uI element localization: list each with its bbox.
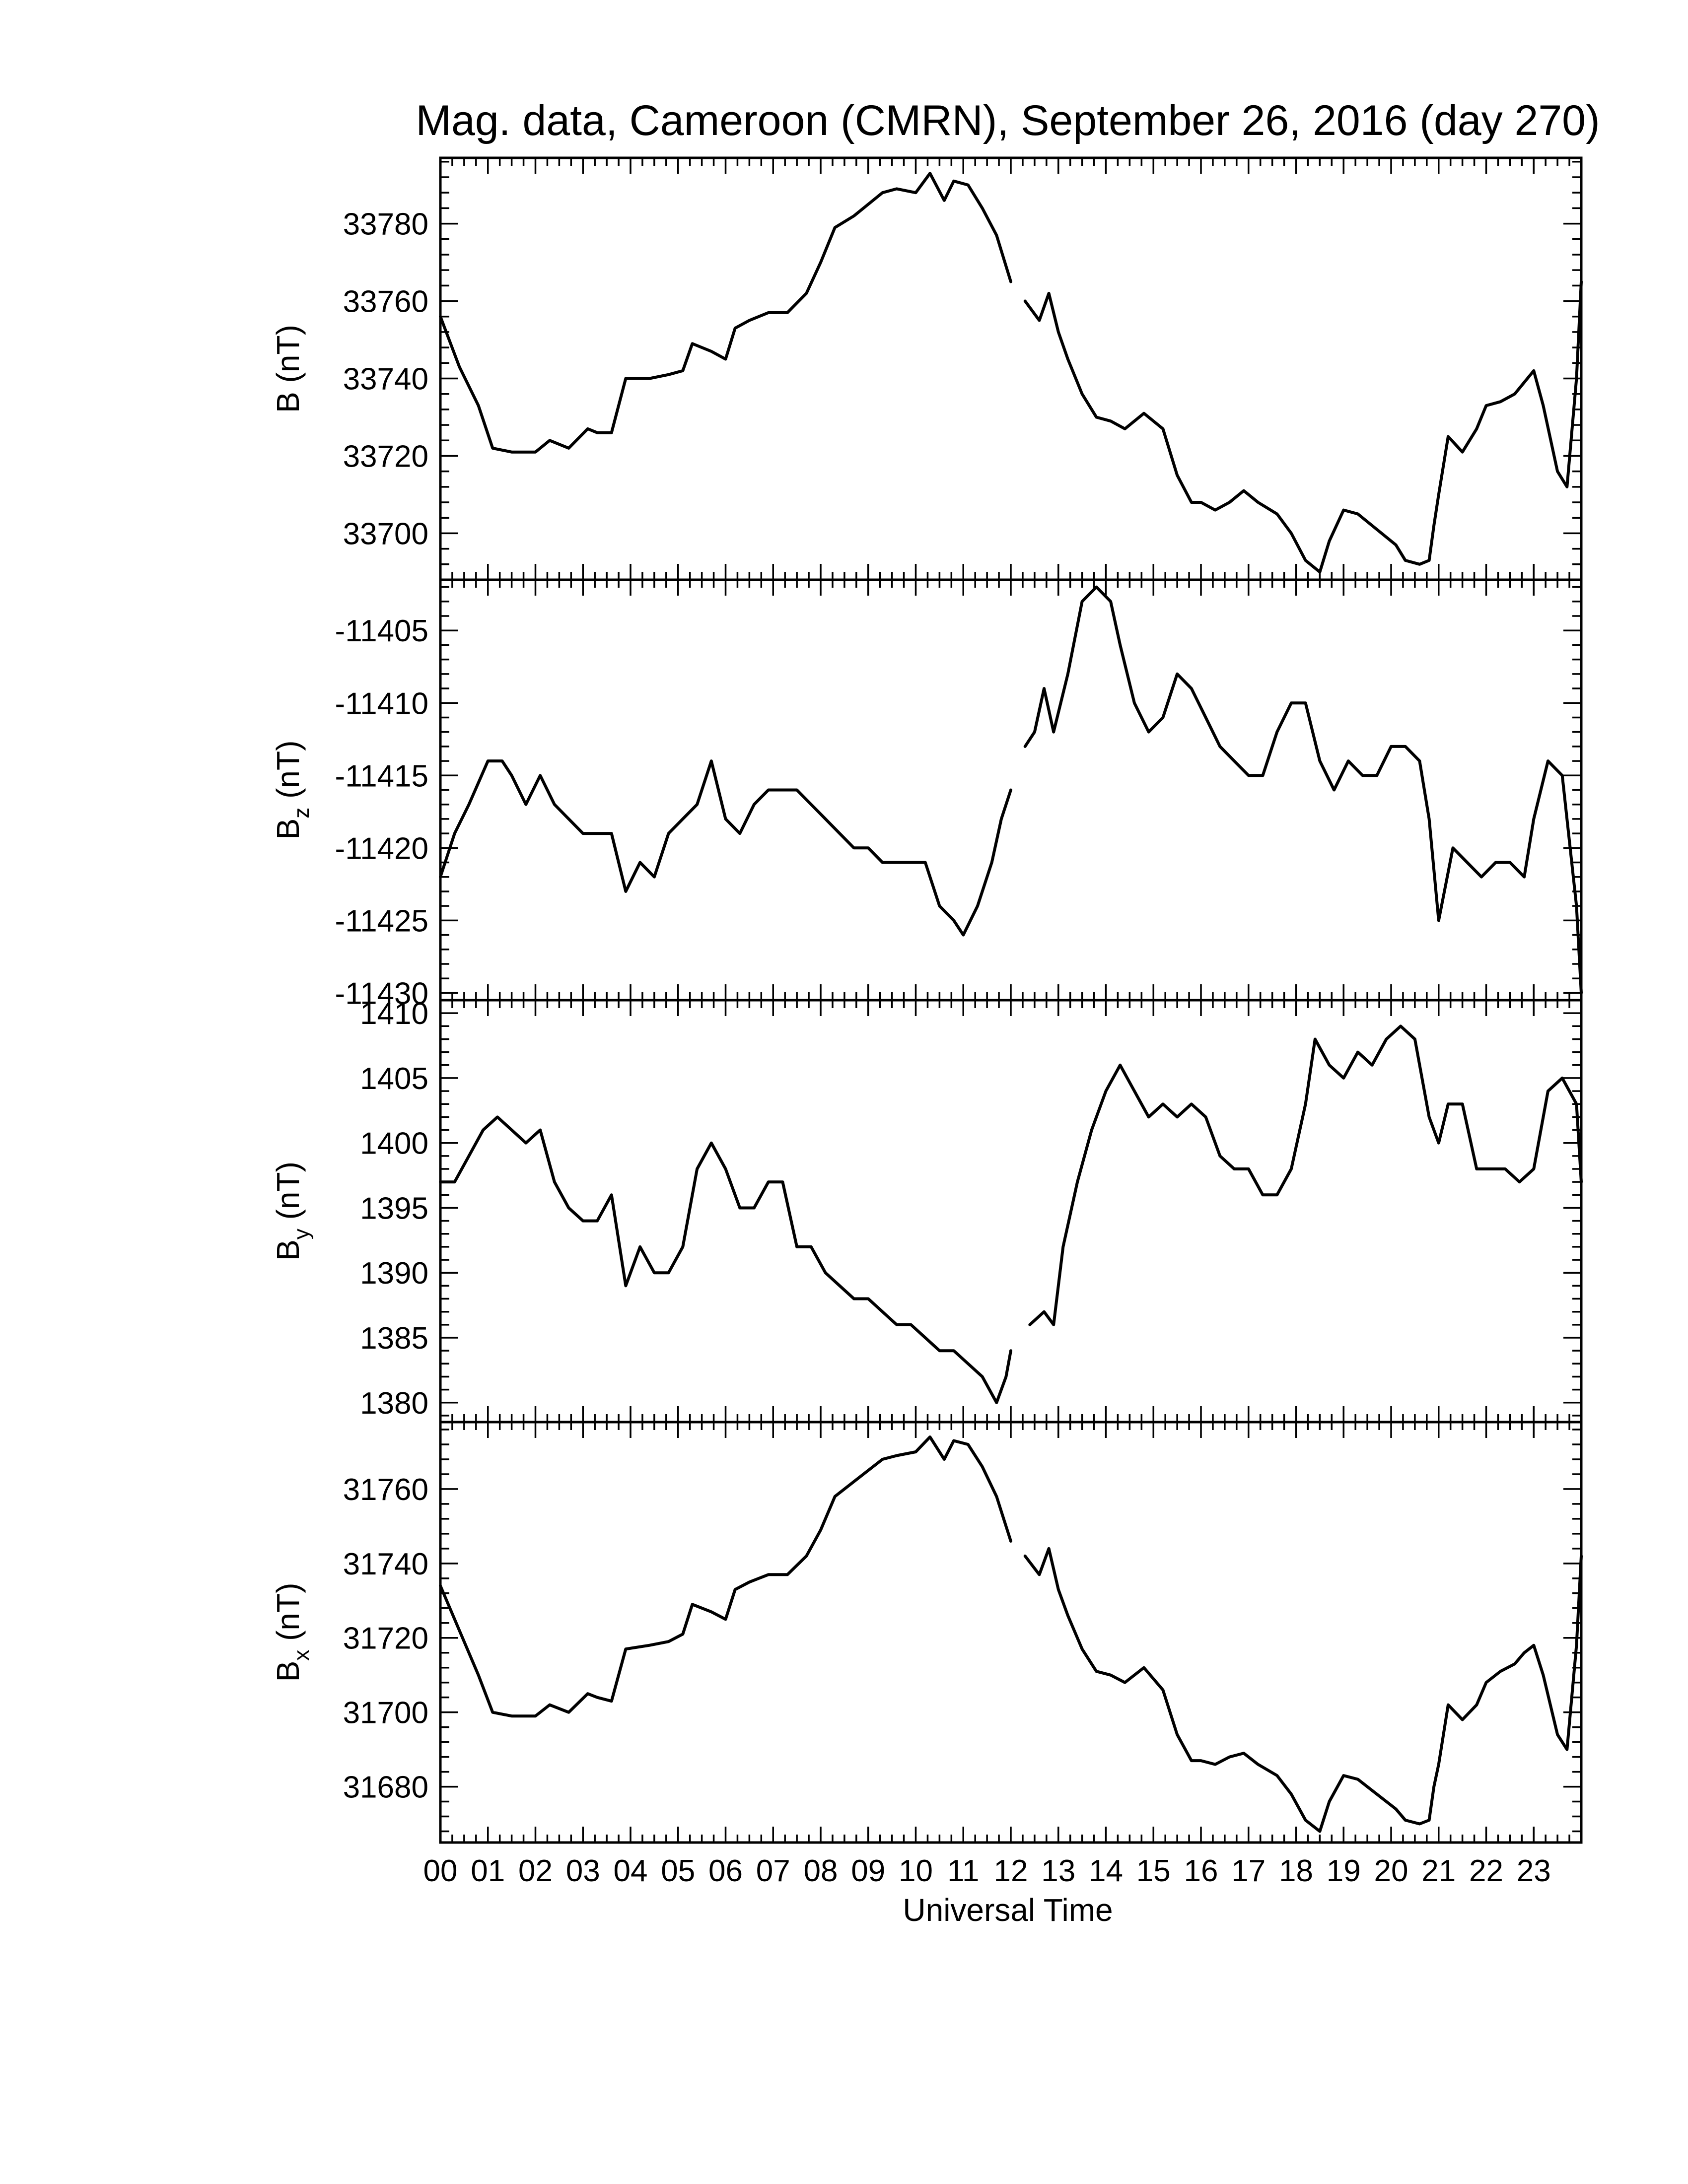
y-axis-title-unit: (nT) [270, 741, 306, 808]
series-Bz-segment-2 [1023, 585, 1583, 995]
y-tick-label: -11415 [335, 759, 428, 793]
y-tick-label: 33760 [343, 285, 428, 319]
y-tick-label: 31740 [343, 1547, 428, 1581]
series-Bz-segment-1 [439, 759, 1012, 937]
x-tick-label: 13 [1041, 1854, 1075, 1888]
x-axis-title: Universal Time [903, 1892, 1113, 1928]
x-tick-label: 20 [1374, 1854, 1408, 1888]
series-By-segment-1 [439, 1115, 1012, 1404]
y-axis-title-unit: (nT) [270, 1583, 306, 1650]
panel-Bx: 31680 31700 31720 31740 31760 Bx (nT) [270, 1421, 1583, 1844]
y-axis-title-sub: y [289, 1228, 314, 1239]
y-tick-label: -11410 [335, 686, 428, 721]
x-tick-label: 03 [566, 1854, 600, 1888]
x-tick-label: 01 [471, 1854, 505, 1888]
x-tick-label: 19 [1327, 1854, 1361, 1888]
x-tick-label: 00 [423, 1854, 458, 1888]
x-tick-label: 11 [947, 1854, 979, 1888]
y-axis-title: Bx (nT) [270, 1583, 314, 1682]
y-tick-label: -11420 [335, 831, 428, 866]
y-axis-title-main: B [270, 1661, 306, 1682]
panel-B: 33700 33720 33740 33760 33780 B (nT) [270, 156, 1583, 581]
y-tick-label: 31720 [343, 1622, 428, 1656]
y-axis-title-main: B [270, 392, 306, 413]
x-tick-label: 21 [1421, 1854, 1456, 1888]
x-tick-label: 04 [614, 1854, 648, 1888]
x-tick-label: 10 [899, 1854, 933, 1888]
y-tick-label: 1395 [360, 1191, 428, 1226]
y-tick-label: 33740 [343, 362, 428, 396]
y-axis-title-main: B [270, 1239, 306, 1261]
x-tick-label: 02 [518, 1854, 553, 1888]
series-By-segment-2 [1028, 1024, 1583, 1326]
y-axis-title-sub: z [289, 808, 314, 819]
y-tick-label: 31760 [343, 1473, 428, 1507]
y-axis-title: Bz (nT) [270, 741, 314, 840]
y-tick-label: -11405 [335, 614, 428, 648]
chart-title: Mag. data, Cameroon (CMRN), September 26… [416, 97, 1600, 144]
x-tick-label: 05 [661, 1854, 695, 1888]
y-axis-title: B (nT) [270, 325, 306, 413]
y-tick-label: 31680 [343, 1771, 428, 1805]
x-tick-label: 06 [708, 1854, 743, 1888]
x-tick-label: 08 [804, 1854, 838, 1888]
x-tick-label: 07 [756, 1854, 790, 1888]
x-tick-label: 23 [1517, 1854, 1551, 1888]
y-tick-label: 1400 [360, 1127, 428, 1161]
series-B-segment-2 [1023, 280, 1583, 574]
y-tick-label: 33720 [343, 439, 428, 474]
y-axis-title-sub: x [289, 1650, 314, 1661]
y-tick-label: 1405 [360, 1062, 428, 1096]
y-tick-label: -11430 [335, 976, 428, 1011]
y-axis-title-main: B [270, 819, 306, 840]
y-tick-label: 31700 [343, 1696, 428, 1730]
y-tick-label: 1390 [360, 1256, 428, 1291]
x-tick-label: 15 [1136, 1854, 1171, 1888]
y-axis-title-unit: (nT) [270, 325, 306, 392]
y-axis-title-unit: (nT) [270, 1161, 306, 1228]
y-tick-label: 1410 [360, 997, 428, 1031]
x-tick-label: 16 [1184, 1854, 1218, 1888]
y-tick-label: 1380 [360, 1386, 428, 1421]
x-tick-label: 14 [1089, 1854, 1123, 1888]
y-axis-title: By (nT) [270, 1161, 314, 1261]
series-Bx-segment-1 [439, 1435, 1012, 1718]
x-tick-label: 18 [1279, 1854, 1313, 1888]
x-tick-label: 12 [994, 1854, 1028, 1888]
y-tick-label: -11425 [335, 904, 428, 938]
y-tick-label: 33780 [343, 207, 428, 242]
panel-By: 1380 1385 1390 1395 1400 1405 1410 By (nT) [270, 997, 1583, 1424]
x-tick-label: 22 [1469, 1854, 1503, 1888]
panel-Bz: -11405 -11410 -11415 -11420 -11425 -11430 Bz (… [270, 578, 1583, 1011]
series-B-segment-1 [439, 172, 1012, 454]
y-tick-label: 1385 [360, 1321, 428, 1356]
y-tick-label: 33700 [343, 517, 428, 551]
series-Bx-segment-2 [1023, 1547, 1583, 1833]
x-tick-label: 09 [851, 1854, 885, 1888]
x-tick-label: 17 [1231, 1854, 1266, 1888]
